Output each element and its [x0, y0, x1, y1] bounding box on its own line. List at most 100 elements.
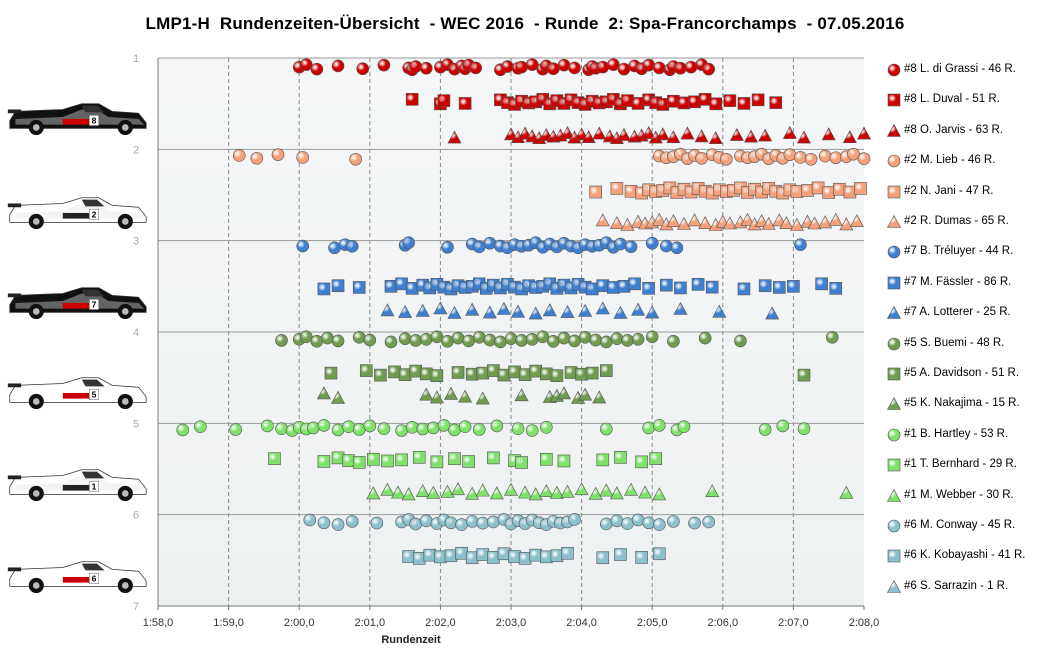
- data-point: [487, 515, 500, 529]
- data-point: [575, 367, 588, 381]
- legend-marker-shape: [886, 306, 902, 319]
- data-point: [476, 516, 490, 530]
- data-point: [652, 61, 666, 75]
- data-point: [596, 551, 610, 565]
- data-point: [843, 185, 857, 199]
- data-point: [578, 303, 593, 317]
- data-point: [345, 240, 359, 253]
- legend-marker: [886, 488, 902, 502]
- data-point: [402, 550, 415, 563]
- data-point: [782, 126, 797, 139]
- data-point: [501, 60, 514, 73]
- series-group: [176, 419, 811, 437]
- car-number: 7: [92, 300, 97, 310]
- data-point: [374, 368, 387, 382]
- data-point: [429, 390, 444, 404]
- data-point: [268, 452, 281, 465]
- data-point: [388, 365, 401, 379]
- data-point: [649, 452, 663, 465]
- y-tick-label: 7: [133, 601, 139, 613]
- data-point: [299, 58, 313, 71]
- series-group: [595, 212, 864, 231]
- series-group: [380, 301, 780, 320]
- data-point: [667, 335, 680, 348]
- data-point: [331, 390, 346, 404]
- data-point: [508, 365, 521, 379]
- data-point: [472, 240, 486, 254]
- data-point: [734, 334, 747, 348]
- data-point: [705, 280, 719, 294]
- data-point: [652, 518, 666, 531]
- data-point: [705, 484, 720, 498]
- data-point: [609, 486, 624, 500]
- series-group: [366, 482, 854, 501]
- legend-label: #2 M. Lieb - 46 R.: [904, 154, 996, 167]
- data-point: [451, 366, 465, 379]
- x-tick-label: 2:06,0: [708, 617, 739, 629]
- data-point: [631, 302, 646, 316]
- data-point: [574, 482, 589, 496]
- data-point: [377, 58, 391, 72]
- data-point: [849, 214, 864, 227]
- data-point: [616, 127, 631, 141]
- data-point: [624, 240, 638, 254]
- data-point: [462, 455, 475, 468]
- data-point: [349, 152, 362, 166]
- data-point: [482, 305, 497, 319]
- data-point: [447, 130, 462, 144]
- data-point: [694, 129, 709, 143]
- data-point: [529, 548, 543, 562]
- legend-marker: [886, 306, 902, 319]
- data-point: [303, 513, 317, 527]
- data-point: [296, 239, 310, 253]
- data-point: [415, 484, 430, 498]
- data-point: [465, 367, 479, 381]
- data-point: [631, 97, 645, 110]
- data-point: [367, 452, 380, 466]
- data-point: [698, 93, 712, 106]
- data-point: [797, 422, 811, 436]
- x-tick-label: 2:04,0: [566, 617, 597, 629]
- data-point: [447, 305, 462, 319]
- data-point: [271, 148, 285, 161]
- y-tick-label: 1: [133, 53, 139, 65]
- data-point: [419, 514, 433, 528]
- data-point: [842, 130, 857, 144]
- data-point: [680, 126, 695, 140]
- legend-marker: [887, 276, 901, 290]
- legend-marker-shape: [887, 94, 901, 107]
- data-point: [366, 486, 381, 500]
- data-point: [620, 217, 635, 231]
- data-point: [722, 216, 737, 230]
- data-point: [475, 483, 490, 497]
- data-point: [610, 332, 624, 346]
- data-point: [839, 217, 854, 231]
- data-point: [310, 335, 324, 348]
- data-point: [676, 216, 691, 230]
- data-point: [409, 334, 422, 347]
- data-point: [702, 62, 715, 76]
- race-car-icon: 7: [7, 287, 147, 320]
- data-point: [525, 424, 539, 437]
- data-point: [599, 483, 614, 497]
- data-point: [794, 238, 807, 251]
- legend-marker-shape: [886, 488, 902, 502]
- legend-marker-shape: [886, 123, 902, 137]
- data-point: [434, 550, 447, 564]
- data-point: [528, 487, 543, 501]
- data-point: [698, 216, 713, 229]
- legend-marker: [886, 214, 902, 228]
- data-point: [811, 181, 825, 195]
- data-point: [307, 421, 320, 435]
- data-point: [723, 94, 737, 107]
- legend-marker-shape: [886, 579, 902, 593]
- data-point: [475, 391, 490, 405]
- data-point: [818, 149, 832, 163]
- legend-label: #8 L. di Grassi - 46 R.: [904, 63, 1016, 75]
- data-point: [592, 126, 607, 140]
- data-point: [448, 423, 461, 437]
- legend-marker-shape: [886, 397, 902, 411]
- legend-marker: [886, 123, 902, 137]
- data-point: [822, 186, 836, 199]
- data-point: [381, 454, 394, 468]
